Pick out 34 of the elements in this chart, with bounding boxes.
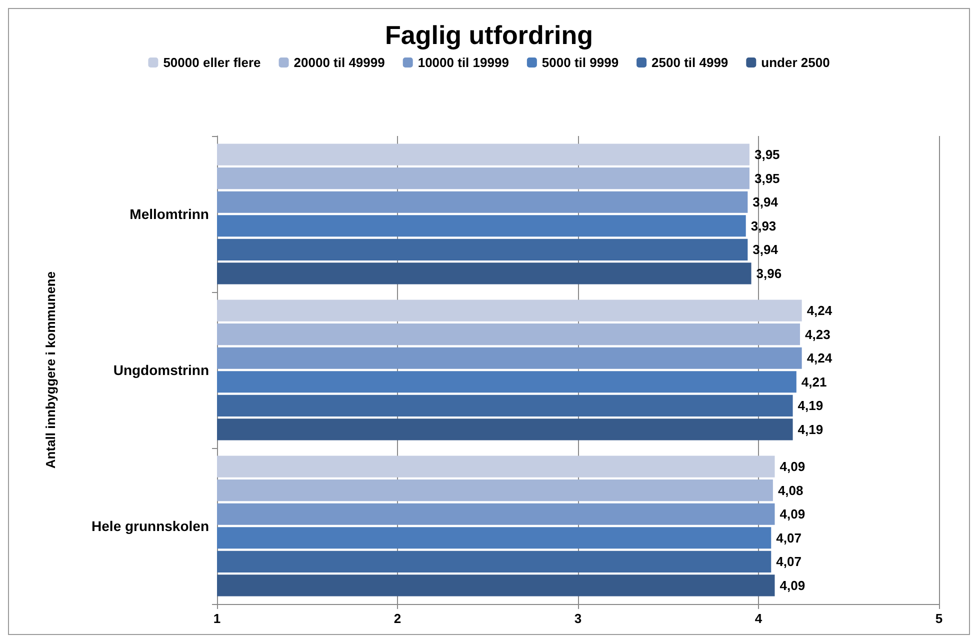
- data-label: 4,19: [798, 422, 824, 437]
- x-tick-label: 2: [394, 611, 402, 626]
- data-label: 3,96: [756, 266, 782, 281]
- data-label: 4,24: [806, 303, 833, 318]
- data-label: 4,08: [778, 482, 804, 498]
- data-label: 4,09: [780, 506, 806, 522]
- data-label: 4,09: [780, 459, 806, 474]
- y-tick-label: Mellomtrinn: [130, 206, 209, 222]
- data-label: 3,93: [750, 218, 776, 234]
- data-label: 4,07: [776, 554, 802, 570]
- data-label: 4,07: [776, 530, 802, 546]
- data-label: 3,95: [754, 170, 780, 186]
- data-label: 4,19: [798, 398, 824, 414]
- y-tick-label: Ungdomstrinn: [113, 362, 209, 378]
- legend-label: 2500 til 4999: [652, 55, 728, 70]
- x-tick-label: 5: [935, 611, 943, 626]
- y-axis-title: Antall innbyggere i kommunene: [43, 271, 58, 469]
- y-tick-label: Hele grunnskolen: [92, 518, 209, 534]
- chart-title: Faglig utfordring: [385, 20, 593, 50]
- legend-label: under 2500: [761, 55, 830, 70]
- data-label: 3,94: [752, 242, 779, 258]
- data-label: 3,95: [754, 147, 780, 162]
- legend-label: 50000 eller flere: [163, 55, 261, 70]
- x-tick-label: 4: [754, 611, 763, 626]
- legend-label: 20000 til 49999: [294, 55, 385, 70]
- x-tick-label: 3: [574, 611, 582, 626]
- data-label: 4,09: [780, 578, 806, 593]
- data-label: 4,21: [801, 374, 827, 390]
- x-tick-label: 1: [213, 611, 221, 626]
- legend-label: 5000 til 9999: [542, 55, 619, 70]
- legend-label: 10000 til 19999: [418, 55, 509, 70]
- data-label: 4,23: [805, 326, 830, 342]
- data-label: 3,94: [752, 194, 779, 210]
- data-label: 4,24: [806, 350, 833, 366]
